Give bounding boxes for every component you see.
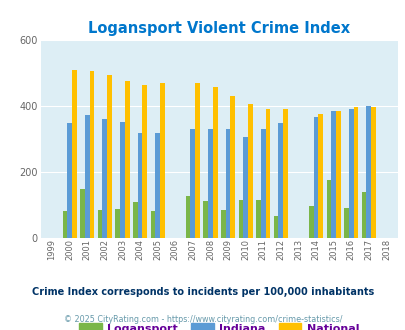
Bar (353, 107, 358, 238)
Bar (212, 87, 217, 238)
Bar (225, 129, 230, 238)
Legend: Logansport, Indiana, National: Logansport, Indiana, National (75, 318, 362, 330)
Bar (243, 137, 247, 238)
Bar (150, 211, 155, 238)
Bar (90, 71, 94, 238)
Bar (185, 196, 190, 238)
Bar (273, 216, 278, 238)
Bar (155, 133, 160, 238)
Text: Crime Index corresponds to incidents per 100,000 inhabitants: Crime Index corresponds to incidents per… (32, 287, 373, 297)
Bar (265, 109, 270, 238)
Bar (247, 104, 252, 238)
Bar (190, 129, 195, 238)
Bar (132, 202, 137, 238)
Bar (67, 123, 72, 238)
Bar (98, 210, 102, 238)
Bar (137, 133, 142, 238)
Bar (62, 211, 67, 238)
Bar (260, 129, 265, 238)
Bar (80, 189, 85, 238)
Bar (348, 109, 353, 238)
Bar (160, 83, 164, 238)
Bar (335, 111, 340, 238)
Bar (313, 117, 318, 238)
Bar (283, 109, 287, 238)
Bar (142, 85, 147, 238)
Bar (330, 111, 335, 238)
Bar (207, 129, 212, 238)
Bar (195, 83, 200, 238)
Bar (366, 106, 370, 238)
Bar (238, 200, 243, 238)
Bar (124, 81, 129, 238)
Bar (308, 206, 313, 238)
Bar (107, 75, 112, 238)
Bar (326, 180, 330, 238)
Title: Logansport Violent Crime Index: Logansport Violent Crime Index (88, 21, 350, 36)
Bar (102, 119, 107, 238)
Text: © 2025 CityRating.com - https://www.cityrating.com/crime-statistics/: © 2025 CityRating.com - https://www.city… (64, 315, 341, 324)
Bar (278, 123, 283, 238)
Bar (343, 208, 348, 238)
Bar (85, 115, 90, 238)
Bar (220, 210, 225, 238)
Bar (115, 209, 120, 238)
Bar (318, 114, 322, 238)
Bar (203, 201, 207, 238)
Bar (361, 192, 366, 238)
Bar (120, 122, 124, 238)
Bar (370, 107, 375, 238)
Bar (230, 96, 234, 238)
Bar (256, 200, 260, 238)
Bar (72, 70, 77, 238)
